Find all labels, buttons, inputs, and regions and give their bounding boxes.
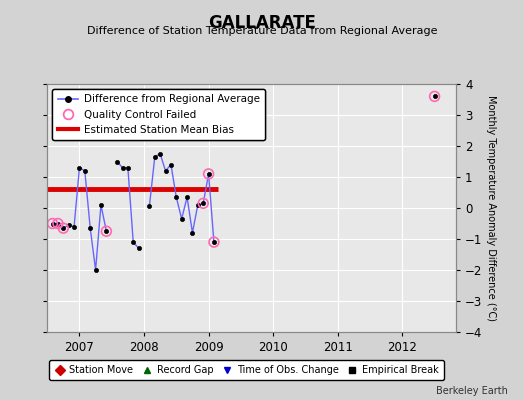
Text: GALLARATE: GALLARATE [208, 14, 316, 32]
Point [102, 228, 111, 234]
Legend: Difference from Regional Average, Quality Control Failed, Estimated Station Mean: Difference from Regional Average, Qualit… [52, 89, 265, 140]
Text: Berkeley Earth: Berkeley Earth [436, 386, 508, 396]
Text: Difference of Station Temperature Data from Regional Average: Difference of Station Temperature Data f… [87, 26, 437, 36]
Point [210, 239, 218, 245]
Point [430, 93, 439, 100]
Point [204, 171, 213, 177]
Point [54, 220, 62, 227]
Point [59, 225, 68, 231]
Point [48, 220, 57, 227]
Y-axis label: Monthly Temperature Anomaly Difference (°C): Monthly Temperature Anomaly Difference (… [486, 95, 496, 321]
Point [199, 200, 208, 206]
Legend: Station Move, Record Gap, Time of Obs. Change, Empirical Break: Station Move, Record Gap, Time of Obs. C… [49, 360, 443, 380]
